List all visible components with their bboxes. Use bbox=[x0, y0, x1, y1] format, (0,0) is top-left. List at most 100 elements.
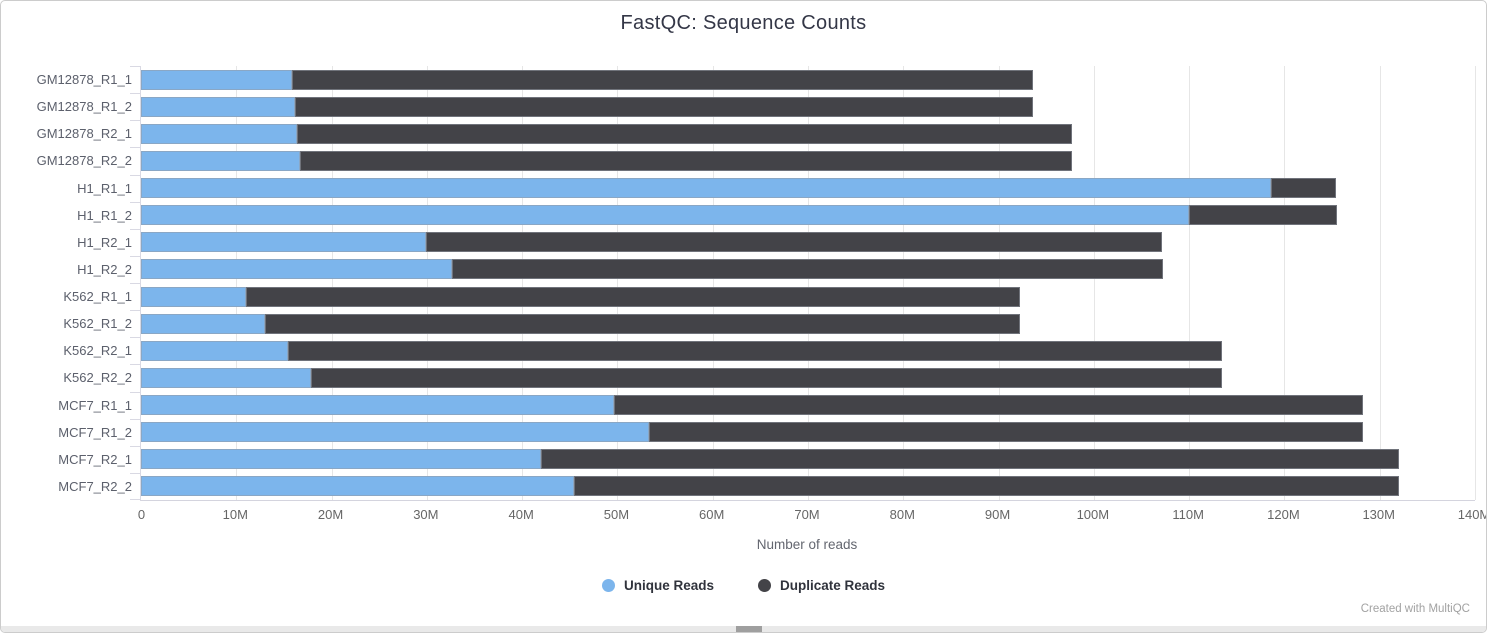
y-axis-label: K562_R1_2 bbox=[63, 316, 132, 332]
legend-item-duplicate-reads[interactable]: Duplicate Reads bbox=[757, 578, 886, 593]
bar-segment-unique-reads[interactable] bbox=[141, 205, 1190, 226]
y-axis-label: GM12878_R2_2 bbox=[36, 153, 132, 169]
legend: Unique Reads Duplicate Reads bbox=[1, 578, 1486, 593]
bar-segment-duplicate-reads[interactable] bbox=[573, 476, 1399, 497]
gridline bbox=[617, 66, 619, 500]
x-axis-title: Number of reads bbox=[756, 537, 858, 552]
bar-segment-unique-reads[interactable] bbox=[141, 150, 301, 171]
bar-segment-duplicate-reads[interactable] bbox=[541, 449, 1399, 470]
bar-segment-unique-reads[interactable] bbox=[141, 340, 288, 361]
y-axis-label: GM12878_R2_1 bbox=[36, 126, 132, 142]
bar-segment-duplicate-reads[interactable] bbox=[245, 286, 1021, 307]
y-tick-mark bbox=[130, 66, 141, 67]
chart-title: FastQC: Sequence Counts bbox=[620, 12, 867, 34]
x-tick-label: 0 bbox=[137, 507, 146, 522]
stacked-bar bbox=[141, 367, 1222, 388]
x-tick-label: 30M bbox=[413, 507, 439, 522]
bar-segment-unique-reads[interactable] bbox=[141, 422, 649, 443]
stacked-bar bbox=[141, 286, 1021, 307]
bar-segment-unique-reads[interactable] bbox=[141, 69, 292, 90]
bar-segment-unique-reads[interactable] bbox=[141, 395, 614, 416]
stacked-bar bbox=[141, 395, 1363, 416]
bar-segment-duplicate-reads[interactable] bbox=[451, 259, 1164, 280]
legend-item-unique-reads[interactable]: Unique Reads bbox=[601, 578, 714, 593]
bar-segment-unique-reads[interactable] bbox=[141, 367, 311, 388]
x-tick-label: 70M bbox=[794, 507, 820, 522]
y-tick-mark bbox=[130, 310, 141, 312]
y-tick-mark bbox=[130, 418, 141, 420]
bar-segment-unique-reads[interactable] bbox=[141, 178, 1272, 199]
x-tick-label: 100M bbox=[1076, 507, 1110, 522]
stacked-bar bbox=[141, 232, 1163, 253]
bar-segment-duplicate-reads[interactable] bbox=[300, 150, 1072, 171]
bar-segment-unique-reads[interactable] bbox=[141, 286, 246, 307]
y-tick-mark bbox=[130, 255, 141, 257]
y-tick-mark bbox=[130, 120, 141, 122]
y-tick-mark bbox=[130, 472, 141, 474]
y-tick-mark bbox=[130, 147, 141, 149]
bar-segment-unique-reads[interactable] bbox=[141, 259, 452, 280]
stacked-bar bbox=[141, 178, 1336, 199]
bar-segment-unique-reads[interactable] bbox=[141, 232, 426, 253]
legend-label: Duplicate Reads bbox=[779, 578, 886, 593]
gridline bbox=[903, 66, 905, 500]
x-tick-label: 50M bbox=[603, 507, 630, 522]
gridline bbox=[1475, 66, 1476, 500]
bar-segment-duplicate-reads[interactable] bbox=[310, 367, 1222, 388]
stacked-bar bbox=[141, 96, 1033, 117]
x-tick-label: 120M bbox=[1267, 507, 1300, 522]
stacked-bar bbox=[141, 123, 1072, 144]
y-axis-label: GM12878_R1_1 bbox=[36, 72, 132, 88]
gridline bbox=[522, 66, 524, 500]
horizontal-scrollbar-thumb[interactable] bbox=[736, 626, 762, 632]
x-axis-tick-labels: 0 10M 20M 30M 40M 50M 60M 70M 80M 90M 100M 110M 120M… bbox=[137, 507, 1486, 527]
y-tick-mark bbox=[130, 499, 141, 500]
x-tick-label: 90M bbox=[984, 507, 1011, 522]
y-tick-mark bbox=[130, 445, 141, 447]
y-tick-mark bbox=[130, 391, 141, 393]
x-tick-label: 80M bbox=[889, 507, 915, 522]
y-axis-label: GM12878_R1_2 bbox=[36, 99, 132, 115]
bar-segment-unique-reads[interactable] bbox=[141, 449, 542, 470]
bar-segment-duplicate-reads[interactable] bbox=[1271, 178, 1336, 199]
gridline bbox=[808, 66, 809, 500]
gridline bbox=[331, 66, 333, 500]
y-tick-mark bbox=[130, 337, 141, 339]
bar-segment-unique-reads[interactable] bbox=[141, 123, 298, 144]
y-axis-label: H1_R2_1 bbox=[77, 234, 132, 250]
bar-segment-unique-reads[interactable] bbox=[141, 313, 265, 334]
stacked-bar bbox=[141, 313, 1021, 334]
bar-segment-unique-reads[interactable] bbox=[141, 96, 296, 117]
gridline bbox=[426, 66, 428, 500]
bar-segment-duplicate-reads[interactable] bbox=[264, 313, 1021, 334]
horizontal-scrollbar[interactable] bbox=[1, 626, 1486, 632]
y-axis-label: H1_R1_2 bbox=[77, 207, 132, 223]
x-tick-label: 40M bbox=[508, 507, 534, 522]
gridline bbox=[236, 66, 238, 500]
bar-segment-duplicate-reads[interactable] bbox=[295, 96, 1033, 117]
bar-segment-duplicate-reads[interactable] bbox=[291, 69, 1033, 90]
bar-segment-unique-reads[interactable] bbox=[141, 476, 574, 497]
stacked-bar bbox=[141, 340, 1222, 361]
gridline bbox=[1189, 66, 1191, 500]
stacked-bar bbox=[141, 205, 1337, 226]
gridline bbox=[1093, 66, 1095, 500]
bar-segment-duplicate-reads[interactable] bbox=[648, 422, 1363, 443]
y-axis-label: MCF7_R1_1 bbox=[58, 397, 132, 413]
x-tick-label: 140M bbox=[1457, 507, 1486, 522]
bar-segment-duplicate-reads[interactable] bbox=[297, 123, 1072, 144]
credit-text: Created with MultiQC bbox=[1360, 603, 1470, 615]
x-tick-label: 130M bbox=[1362, 507, 1395, 522]
bar-segment-duplicate-reads[interactable] bbox=[613, 395, 1363, 416]
legend-marker-icon bbox=[757, 579, 771, 592]
y-axis-label: K562_R2_1 bbox=[63, 343, 132, 359]
y-tick-mark bbox=[130, 364, 141, 366]
bar-segment-duplicate-reads[interactable] bbox=[425, 232, 1163, 253]
x-tick-label: 20M bbox=[317, 507, 344, 522]
gridline bbox=[1379, 66, 1381, 500]
bar-segment-duplicate-reads[interactable] bbox=[287, 340, 1222, 361]
legend-marker-icon bbox=[601, 579, 615, 592]
y-axis-label: MCF7_R2_1 bbox=[58, 451, 132, 467]
x-tick-label: 10M bbox=[222, 507, 248, 522]
bar-segment-duplicate-reads[interactable] bbox=[1189, 205, 1337, 226]
